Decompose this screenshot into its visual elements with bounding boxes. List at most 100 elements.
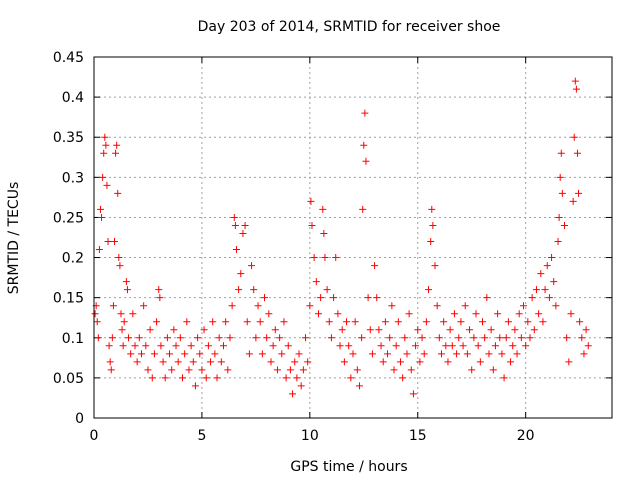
data-point	[137, 350, 145, 358]
data-point	[250, 286, 258, 294]
data-point	[461, 302, 469, 310]
data-point	[532, 286, 540, 294]
data-point	[429, 221, 437, 229]
data-point	[450, 310, 458, 318]
x-tick-label: 10	[301, 428, 319, 444]
data-point	[416, 358, 424, 366]
data-point	[198, 366, 206, 374]
data-point	[106, 358, 114, 366]
data-point	[125, 334, 133, 342]
data-point	[196, 350, 204, 358]
y-tick-label: 0.25	[53, 210, 84, 226]
data-point	[325, 318, 333, 326]
data-point	[388, 302, 396, 310]
data-point	[437, 350, 445, 358]
data-point	[231, 221, 239, 229]
grid-lines	[94, 57, 612, 418]
data-point	[543, 262, 551, 270]
data-point	[524, 318, 532, 326]
data-point	[364, 294, 372, 302]
data-point	[278, 350, 286, 358]
data-point	[428, 205, 436, 213]
y-tick-label: 0.3	[62, 170, 84, 186]
data-point	[148, 374, 156, 382]
data-point	[472, 310, 480, 318]
data-point	[526, 334, 534, 342]
data-point	[112, 149, 120, 157]
data-point	[570, 133, 578, 141]
data-point	[515, 310, 523, 318]
data-point	[327, 334, 335, 342]
data-point	[390, 366, 398, 374]
data-point	[118, 326, 126, 334]
data-point	[550, 278, 558, 286]
data-point	[254, 302, 262, 310]
data-point	[209, 318, 217, 326]
data-point	[431, 262, 439, 270]
data-point	[159, 358, 167, 366]
y-tick-label: 0.05	[53, 371, 84, 387]
data-point	[470, 334, 478, 342]
data-point	[157, 342, 165, 350]
data-point	[226, 334, 234, 342]
data-point	[358, 334, 366, 342]
data-point	[102, 141, 110, 149]
data-point	[166, 350, 174, 358]
data-point	[379, 358, 387, 366]
data-point	[440, 318, 448, 326]
data-point	[299, 366, 307, 374]
data-point	[345, 342, 353, 350]
data-point	[103, 181, 111, 189]
data-point	[573, 149, 581, 157]
data-point	[351, 318, 359, 326]
data-point	[474, 342, 482, 350]
data-point	[291, 358, 299, 366]
data-point	[334, 310, 342, 318]
data-point	[105, 342, 113, 350]
data-point	[111, 238, 119, 246]
data-point	[237, 270, 245, 278]
data-point	[187, 342, 195, 350]
data-point	[91, 310, 99, 318]
data-point	[284, 342, 292, 350]
data-point	[487, 326, 495, 334]
data-point	[276, 334, 284, 342]
data-point	[401, 334, 409, 342]
data-point	[392, 342, 400, 350]
data-point	[340, 358, 348, 366]
data-point	[361, 109, 369, 117]
data-point	[517, 334, 525, 342]
data-point	[189, 358, 197, 366]
data-point	[427, 238, 435, 246]
data-point	[243, 318, 251, 326]
data-point	[168, 366, 176, 374]
data-point	[116, 262, 124, 270]
data-point	[123, 286, 131, 294]
data-point	[381, 318, 389, 326]
data-point	[355, 382, 363, 390]
data-point	[213, 374, 221, 382]
data-point	[375, 326, 383, 334]
data-point	[446, 326, 454, 334]
data-point	[176, 334, 184, 342]
data-point	[558, 189, 566, 197]
data-point	[384, 350, 392, 358]
data-point	[555, 213, 563, 221]
data-point	[330, 294, 338, 302]
data-point	[304, 358, 312, 366]
data-point	[448, 342, 456, 350]
data-point	[563, 334, 571, 342]
data-point	[194, 334, 202, 342]
data-point	[420, 350, 428, 358]
data-point	[545, 294, 553, 302]
data-point	[100, 149, 108, 157]
data-point	[504, 318, 512, 326]
data-point	[267, 358, 275, 366]
data-point	[98, 213, 106, 221]
data-point	[312, 278, 320, 286]
data-point	[479, 318, 486, 326]
data-point	[282, 374, 290, 382]
data-point	[119, 342, 127, 350]
data-point	[163, 334, 171, 342]
